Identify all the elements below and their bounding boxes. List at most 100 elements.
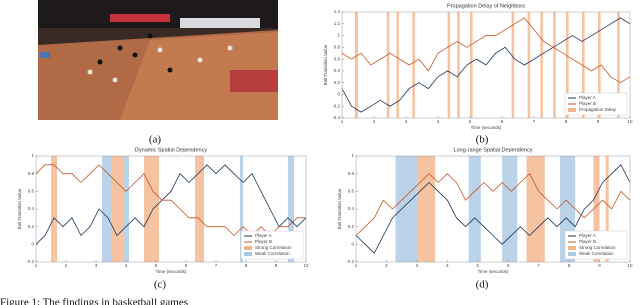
- x-tick-label: 2: [385, 263, 388, 268]
- y-tick-label: 0.8: [348, 171, 355, 176]
- legend-swatch: [244, 246, 252, 250]
- legend-label: Weak Correlation: [579, 251, 614, 256]
- y-tick-label: -0.2: [26, 259, 34, 264]
- band: [111, 156, 123, 262]
- legend-label: Propagation Delay: [579, 107, 617, 112]
- band: [502, 156, 518, 262]
- series-line: [35, 164, 307, 245]
- y-tick-label: 0.4: [28, 206, 35, 211]
- x-tick-label: 4: [446, 263, 449, 268]
- band: [447, 12, 451, 118]
- x-axis-label: Time (seconds): [471, 125, 502, 130]
- x-tick-label: 10: [303, 263, 309, 268]
- x-tick-label: 8: [565, 119, 568, 124]
- band: [617, 12, 620, 118]
- legend-label: Player A: [255, 233, 272, 238]
- y-tick-label: -0.2: [332, 103, 340, 108]
- band: [470, 12, 473, 118]
- series-line: [355, 173, 631, 236]
- x-tick-label: 2: [373, 119, 376, 124]
- y-tick-label: 0.2: [28, 224, 35, 229]
- y-tick-label: 0.8: [334, 45, 341, 50]
- chart-title: Long-range Spatial Dependency: [454, 147, 533, 153]
- series-line: [355, 164, 631, 254]
- band: [416, 156, 436, 262]
- x-tick-label: 8: [245, 263, 248, 268]
- y-tick-label: 0.4: [348, 206, 355, 211]
- x-tick-label: 7: [537, 263, 540, 268]
- y-tick-label: 0.6: [348, 189, 355, 194]
- legend-box: [564, 92, 628, 116]
- x-tick-label: 1: [355, 263, 358, 268]
- y-tick-label: 0.6: [334, 56, 341, 61]
- y-tick-label: 0.6: [28, 189, 35, 194]
- x-tick-label: 7: [533, 119, 536, 124]
- x-tick-label: 2: [65, 263, 68, 268]
- x-tick-label: 8: [568, 263, 571, 268]
- y-tick-label: 0: [337, 92, 340, 97]
- band: [395, 156, 417, 262]
- legend-label: Player A: [579, 95, 596, 100]
- x-tick-label: 1: [35, 263, 38, 268]
- y-axis-label: Ball Transition Value: [323, 44, 328, 85]
- band: [511, 12, 515, 118]
- subfigure-caption: (c): [154, 279, 167, 291]
- y-tick-label: 1.2: [334, 21, 341, 26]
- y-tick-label: 0: [31, 242, 34, 247]
- x-tick-label: 6: [185, 263, 188, 268]
- band: [102, 156, 111, 262]
- x-tick-label: 9: [598, 263, 601, 268]
- legend-label: Player B: [579, 101, 596, 106]
- x-tick-label: 7: [215, 263, 218, 268]
- x-tick-label: 5: [469, 119, 472, 124]
- x-tick-label: 3: [95, 263, 98, 268]
- legend-label: Weak Correlation: [255, 251, 290, 256]
- x-tick-label: 4: [125, 263, 128, 268]
- y-tick-label: -0.4: [332, 115, 340, 120]
- legend-label: Player B: [579, 239, 596, 244]
- legend-swatch: [244, 252, 252, 256]
- band: [527, 12, 531, 118]
- x-tick-label: 6: [507, 263, 510, 268]
- x-tick-label: 4: [437, 119, 440, 124]
- band: [605, 156, 609, 262]
- series-line: [341, 17, 631, 84]
- y-tick-label: 0.8: [28, 171, 35, 176]
- band: [526, 156, 545, 262]
- band: [123, 156, 129, 262]
- legend-label: Strong Correlation: [255, 245, 292, 250]
- band: [240, 156, 243, 262]
- y-axis-label: Ball Transition Value: [17, 188, 22, 229]
- legend-swatch: [568, 252, 576, 256]
- band: [354, 12, 358, 118]
- band: [582, 12, 585, 118]
- band: [195, 156, 204, 262]
- legend-label: Player A: [579, 233, 596, 238]
- subfigure-caption: (b): [476, 134, 489, 146]
- series-line: [35, 164, 306, 237]
- band: [468, 156, 481, 262]
- x-tick-label: 9: [597, 119, 600, 124]
- band: [598, 12, 601, 118]
- subfigure-caption: (a): [149, 134, 162, 146]
- x-tick-label: 3: [405, 119, 408, 124]
- y-axis-label: Ball Transition Value: [337, 188, 342, 229]
- x-tick-label: 6: [501, 119, 504, 124]
- x-axis-label: Time (seconds): [478, 269, 509, 274]
- x-tick-label: 5: [155, 263, 158, 268]
- subfigure-caption: (d): [476, 279, 489, 291]
- y-tick-label: 1: [337, 33, 340, 38]
- band: [457, 12, 460, 118]
- band: [412, 12, 415, 118]
- y-tick-label: 1: [351, 153, 354, 158]
- band: [396, 12, 399, 118]
- band: [553, 12, 556, 118]
- y-tick-label: 1.4: [334, 9, 341, 14]
- figure-caption: Figure 1: The findings in basketball gam…: [0, 297, 188, 305]
- chart-title: Propagation Delay of Neighbors: [447, 3, 525, 9]
- band: [288, 156, 294, 262]
- court-photo: [38, 0, 278, 120]
- band: [593, 156, 600, 262]
